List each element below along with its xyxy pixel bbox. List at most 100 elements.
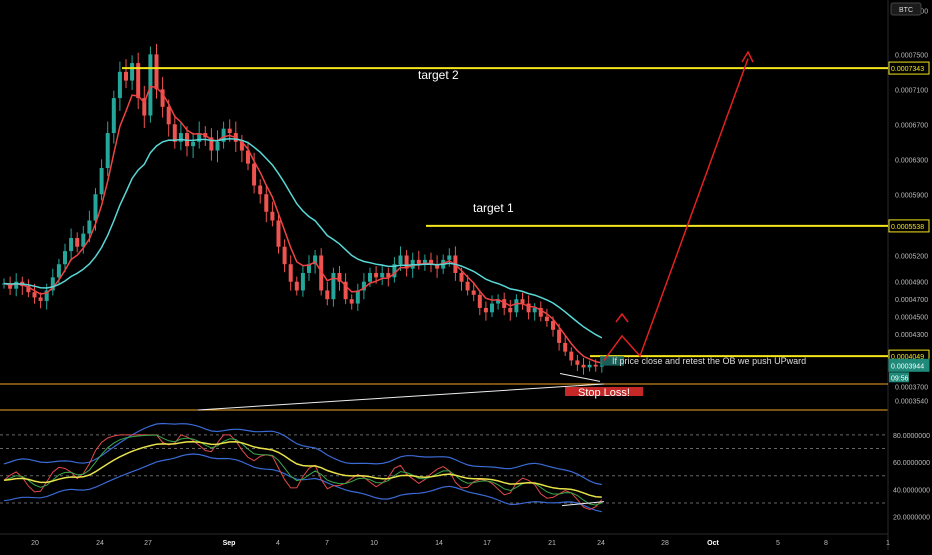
candle-body xyxy=(483,307,488,313)
candle-body xyxy=(172,124,177,142)
candle-body xyxy=(124,71,128,81)
candle-body xyxy=(264,194,269,212)
arrowhead-retest xyxy=(615,312,629,323)
candle-body xyxy=(239,141,244,151)
price-tick-label: 0.0003700 xyxy=(895,385,928,392)
candle-body xyxy=(8,283,13,289)
candle-body xyxy=(386,272,391,278)
candle-body xyxy=(368,272,372,282)
timer-label: 09:56 xyxy=(891,375,909,382)
price-tick-label: 0.0007100 xyxy=(895,87,928,94)
candle-body xyxy=(496,299,501,304)
annotation-stop-loss: Stop Loss! xyxy=(578,387,630,399)
candle-body xyxy=(215,141,220,151)
time-tick-label: 4 xyxy=(276,540,280,547)
level-price-tag xyxy=(888,358,930,372)
candle-body xyxy=(166,106,171,125)
candle-body xyxy=(581,364,586,368)
price-tick-label: 0.0006700 xyxy=(895,122,928,129)
candle-body xyxy=(105,133,110,169)
time-tick-label: 28 xyxy=(661,540,669,547)
candle-body xyxy=(69,237,74,252)
candle-body xyxy=(270,211,275,221)
candle-body xyxy=(435,264,440,269)
arrowhead-target2 xyxy=(741,50,754,63)
time-tick-label: 24 xyxy=(96,540,104,547)
candle-body xyxy=(331,272,336,300)
price-tick-label: 0.0004300 xyxy=(895,332,928,339)
candle-body xyxy=(563,342,568,352)
candle-body xyxy=(136,63,141,99)
oscillator-signal-line xyxy=(3,434,602,506)
time-tick-label: 5 xyxy=(776,540,780,547)
ema-fast-line xyxy=(3,85,602,364)
oscillator-trendline xyxy=(561,501,605,507)
candle-body xyxy=(398,255,403,265)
time-tick-label: Sep xyxy=(223,540,236,547)
time-tick-label: 17 xyxy=(483,540,491,547)
candle-body xyxy=(526,303,531,313)
time-tick-label: 24 xyxy=(597,540,605,547)
symbol-label: BTC xyxy=(899,7,913,14)
price-tick-label: 0.0004700 xyxy=(895,297,928,304)
candle-body xyxy=(178,133,183,142)
candle-body xyxy=(404,255,409,269)
candle-body xyxy=(75,237,80,247)
annotation-ob-note: If price close and retest the OB we push… xyxy=(612,356,806,366)
candle-body xyxy=(349,299,354,304)
price-tick-label: 0.0006300 xyxy=(895,157,928,164)
price-tick-label: 0.0005200 xyxy=(895,253,928,260)
candle-body xyxy=(459,272,464,282)
time-tick-label: 14 xyxy=(435,540,443,547)
candle-body xyxy=(532,307,537,313)
price-tick-label: 0.0005900 xyxy=(895,192,928,199)
symbol-badge xyxy=(890,2,922,16)
candle-body xyxy=(81,233,86,247)
time-tick-label: 10 xyxy=(370,540,378,547)
candle-body xyxy=(63,251,67,265)
candle-body xyxy=(471,290,476,295)
candle-body xyxy=(44,290,49,301)
time-tick-label: Oct xyxy=(707,540,719,547)
ema-slow-line xyxy=(3,137,603,339)
candle-body xyxy=(477,294,482,308)
candle-body xyxy=(575,360,580,365)
oscillator-tick-label: 80.0000000 xyxy=(893,433,930,440)
time-tick-label: 7 xyxy=(325,540,329,547)
candle-body xyxy=(557,329,562,343)
stop-loss-box xyxy=(565,387,643,396)
oscillator-tick-label: 40.0000000 xyxy=(893,487,930,494)
candle-body xyxy=(142,98,147,116)
level-price-label: 0.0004049 xyxy=(891,354,924,361)
candle-body xyxy=(416,259,421,265)
candle-body xyxy=(392,264,397,278)
time-tick-label: 27 xyxy=(144,540,152,547)
oscillator-fast-line xyxy=(3,434,603,511)
candle-body xyxy=(520,299,525,304)
candle-body xyxy=(313,255,318,265)
candle-body xyxy=(544,316,549,322)
price-tick-label: 0.0004500 xyxy=(895,315,928,322)
oscillator-pane: 80.0000000 60.0000000 40.0000000 20.0000000… xyxy=(0,422,930,547)
candle-body xyxy=(502,299,507,308)
candle-body xyxy=(258,185,263,195)
level-price-label: 0.0003944 xyxy=(891,363,924,370)
price-tick-label: 0.0007500 xyxy=(895,52,928,59)
candle-body xyxy=(14,281,19,289)
oscillator-tick-label: 20.0000000 xyxy=(893,515,930,522)
candle-body xyxy=(111,98,116,134)
candle-body xyxy=(288,264,293,282)
time-tick-label: 1 xyxy=(886,540,890,547)
candle-body xyxy=(154,54,159,90)
candle-body xyxy=(294,281,299,291)
candle-body xyxy=(252,163,257,186)
lows-trendline xyxy=(559,373,601,382)
candle-body xyxy=(99,168,104,195)
candle-body xyxy=(197,133,202,142)
candle-body xyxy=(508,307,513,313)
candle-body xyxy=(490,303,494,313)
candle-body xyxy=(447,255,452,260)
ob-zone-box xyxy=(600,356,624,366)
